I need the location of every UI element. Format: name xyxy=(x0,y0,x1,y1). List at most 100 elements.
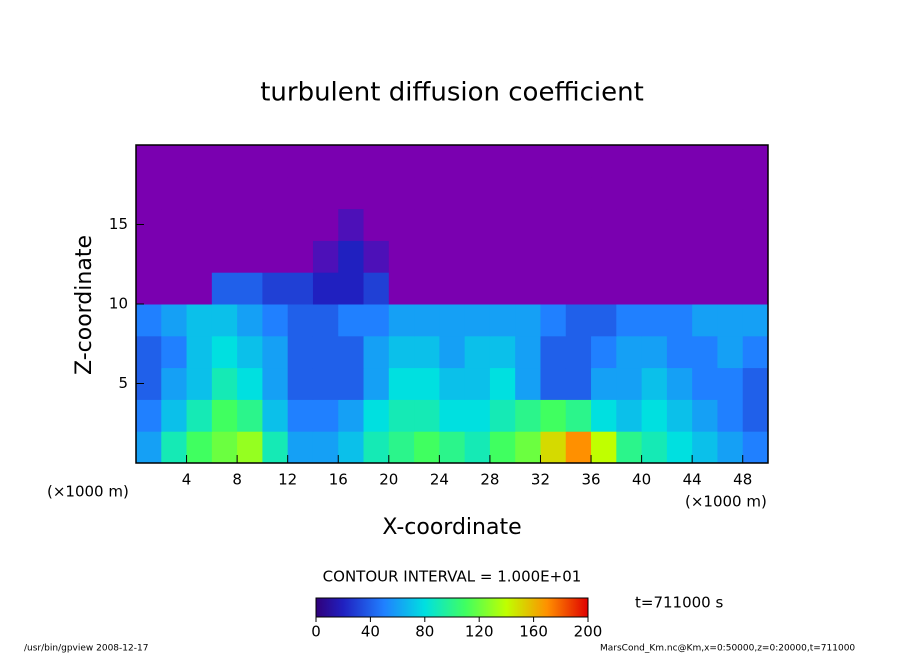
cell xyxy=(666,431,693,464)
cell xyxy=(312,335,339,369)
cell xyxy=(515,208,541,241)
cell xyxy=(388,176,415,210)
cell xyxy=(338,431,365,464)
cell xyxy=(489,399,516,432)
cell xyxy=(565,335,592,369)
cell xyxy=(540,208,567,241)
cell xyxy=(186,431,213,464)
cell xyxy=(237,272,263,305)
cell xyxy=(641,367,668,400)
cell xyxy=(186,399,213,432)
cell xyxy=(540,176,567,210)
cell xyxy=(489,240,516,273)
cell xyxy=(616,272,643,305)
cell xyxy=(489,208,516,241)
x-tick-label: 24 xyxy=(430,471,449,489)
cell xyxy=(186,367,213,400)
cell xyxy=(616,431,643,464)
cell xyxy=(641,176,668,210)
cell xyxy=(540,272,567,305)
cell xyxy=(414,272,440,305)
cell xyxy=(136,431,162,464)
cell xyxy=(717,272,744,305)
cell xyxy=(717,304,744,337)
cell xyxy=(262,145,289,178)
cell xyxy=(262,431,289,464)
cell xyxy=(591,431,617,464)
cell xyxy=(161,272,188,305)
x-axis-label: X-coordinate xyxy=(382,515,521,540)
cell xyxy=(136,335,162,369)
x-tick-label: 16 xyxy=(329,471,348,489)
cell xyxy=(262,240,289,273)
cell xyxy=(641,240,668,273)
cell xyxy=(186,145,213,178)
cell xyxy=(742,272,769,305)
cell xyxy=(338,304,365,337)
cell xyxy=(591,176,617,210)
cell xyxy=(489,272,516,305)
cell xyxy=(717,431,744,464)
cell xyxy=(186,176,213,210)
cell xyxy=(338,176,365,210)
cell xyxy=(540,145,567,178)
x-tick-label: 12 xyxy=(278,471,297,489)
cell xyxy=(262,335,289,369)
cell xyxy=(388,240,415,273)
cell xyxy=(312,240,339,273)
cell xyxy=(616,145,643,178)
cell xyxy=(565,145,592,178)
cell xyxy=(742,145,769,178)
cell xyxy=(161,304,188,337)
cell xyxy=(742,176,769,210)
cell xyxy=(237,208,263,241)
cell xyxy=(489,176,516,210)
cell xyxy=(312,431,339,464)
cell xyxy=(363,272,390,305)
cell xyxy=(717,240,744,273)
cell xyxy=(287,304,314,337)
cell xyxy=(414,145,440,178)
cell xyxy=(237,240,263,273)
footer: /usr/bin/gpview 2008-12-17 xyxy=(24,644,148,654)
cell xyxy=(565,304,592,337)
cell xyxy=(616,399,643,432)
cell xyxy=(439,399,466,432)
cell xyxy=(565,367,592,400)
cell xyxy=(692,208,718,241)
cell xyxy=(338,240,365,273)
cell xyxy=(439,272,466,305)
colorbar-tick-label: 80 xyxy=(415,623,434,641)
x-tick-label: 44 xyxy=(683,471,702,489)
cell xyxy=(211,145,238,178)
x-unit: (×1000 m) xyxy=(685,493,767,511)
cell xyxy=(641,304,668,337)
cell xyxy=(237,335,263,369)
x-tick-label: 20 xyxy=(379,471,398,489)
cell xyxy=(464,335,491,369)
cell xyxy=(312,304,339,337)
x-unit: (×1000 m) xyxy=(47,483,129,501)
cell xyxy=(287,399,314,432)
cell xyxy=(312,272,339,305)
cell xyxy=(692,272,718,305)
cell xyxy=(692,304,718,337)
cell xyxy=(262,272,289,305)
cell xyxy=(666,272,693,305)
cell xyxy=(338,145,365,178)
cell xyxy=(717,399,744,432)
cell xyxy=(666,335,693,369)
cell xyxy=(262,367,289,400)
x-tick-label: 4 xyxy=(182,471,192,489)
cell xyxy=(717,367,744,400)
cell xyxy=(136,176,162,210)
cell xyxy=(464,145,491,178)
cell xyxy=(414,431,440,464)
cell xyxy=(565,431,592,464)
x-tick-label: 48 xyxy=(733,471,752,489)
contour-interval: CONTOUR INTERVAL = 1.000E+01 xyxy=(323,568,582,586)
cell xyxy=(363,367,390,400)
cell xyxy=(515,304,541,337)
x-tick-label: 36 xyxy=(581,471,600,489)
cell xyxy=(717,335,744,369)
